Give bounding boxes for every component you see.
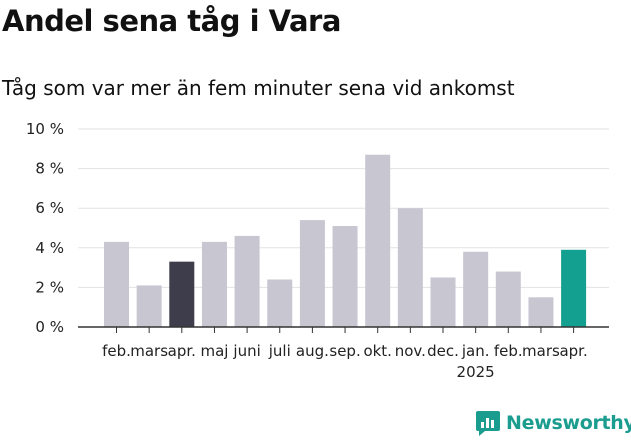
newsworthy-logo-text: Newsworthy (506, 412, 631, 434)
x-tick-label: juli (268, 342, 291, 360)
bar (267, 279, 293, 327)
chart-title: Andel sena tåg i Vara (2, 4, 341, 38)
bar (201, 241, 227, 327)
bar (397, 208, 423, 327)
x-tick-label: mars (522, 342, 560, 360)
bar (365, 154, 391, 327)
x-tick-label: jan. (461, 342, 490, 360)
bar (332, 226, 358, 327)
x-tick-label: mars (130, 342, 168, 360)
y-tick-label: 4 % (35, 239, 64, 257)
y-tick-label: 2 % (35, 278, 64, 296)
chart-subtitle: Tåg som var mer än fem minuter sena vid … (2, 76, 515, 100)
y-axis: 0 % 2 % 4 % 6 % 8 % 10 % (26, 120, 64, 336)
newsworthy-logo: Newsworthy (475, 406, 631, 440)
bar (528, 297, 554, 327)
bar-chart: 0 %2 %4 %6 %8 %10 % feb. mars apr. maj juni j… (26, 120, 609, 381)
bar (104, 241, 129, 327)
y-tick-label: 8 % (35, 160, 64, 178)
bars (104, 154, 587, 327)
x-tick-label: apr. (168, 342, 196, 360)
bar (234, 235, 260, 327)
x-tick-sublabel: 2025 (457, 363, 495, 381)
newsworthy-logo-icon (476, 411, 500, 436)
x-tick-label: feb. (102, 342, 131, 360)
x-tick-label: sep. (329, 342, 360, 360)
x-tick-label: dec. (427, 342, 459, 360)
y-tick-label: 0 % (35, 318, 64, 336)
x-tick-label: feb. (494, 342, 523, 360)
x-tick-label: nov. (395, 342, 426, 360)
bar (299, 220, 325, 327)
x-tick-label: juni (232, 342, 260, 360)
bar (561, 249, 587, 327)
x-tick-label: aug. (296, 342, 329, 360)
bar (463, 251, 489, 327)
x-tick-label: okt. (363, 342, 392, 360)
x-axis: feb. mars apr. maj juni juli aug. sep. okt. nov. d… (78, 326, 609, 381)
y-tick-label: 10 % (26, 120, 64, 138)
bar (495, 271, 521, 327)
x-tick-label: apr. (559, 342, 587, 360)
bar (136, 285, 162, 327)
bar (430, 277, 456, 327)
x-tick-label: maj (200, 342, 228, 360)
bar (169, 261, 195, 327)
y-tick-label: 6 % (35, 199, 64, 217)
